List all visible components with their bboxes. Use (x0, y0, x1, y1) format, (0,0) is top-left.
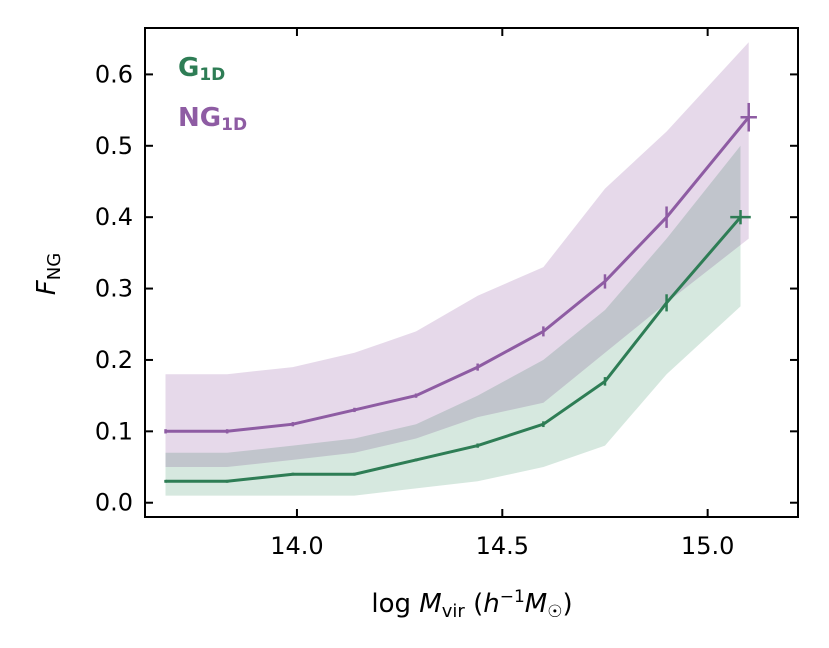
x-tick-label-0: 14.0 (270, 532, 323, 560)
y-tick-label-0: 0.0 (95, 489, 133, 517)
series-lines (165, 116, 750, 483)
y-axis-ticks: 0.0 0.1 0.2 0.3 0.4 0.5 0.6 (95, 60, 798, 517)
y-tick-label-2: 0.2 (95, 346, 133, 374)
band-g1d (165, 145, 741, 496)
y-axis-label: FNG (32, 253, 65, 295)
y-tick-label-3: 0.3 (95, 275, 133, 303)
y-tick-label-4: 0.4 (95, 203, 133, 231)
line-g1d (165, 216, 742, 483)
line-ng1d (165, 116, 750, 433)
y-tick-label-5: 0.5 (95, 132, 133, 160)
legend: G1D NG1D (178, 53, 247, 135)
legend-entry-ng1d: NG1D (178, 103, 247, 135)
plot-frame (144, 27, 799, 518)
error-bars (164, 102, 757, 483)
legend-entry-g1d: G1D (178, 53, 225, 85)
x-axis-label: log Mvir (h−1M☉) (371, 587, 572, 622)
y-tick-label-6: 0.6 (95, 60, 133, 88)
x-tick-label-1: 14.5 (476, 532, 529, 560)
x-tick-label-2: 15.0 (681, 532, 734, 560)
y-tick-label-1: 0.1 (95, 417, 133, 445)
x-axis-ticks: 14.0 14.5 15.0 (270, 28, 734, 560)
